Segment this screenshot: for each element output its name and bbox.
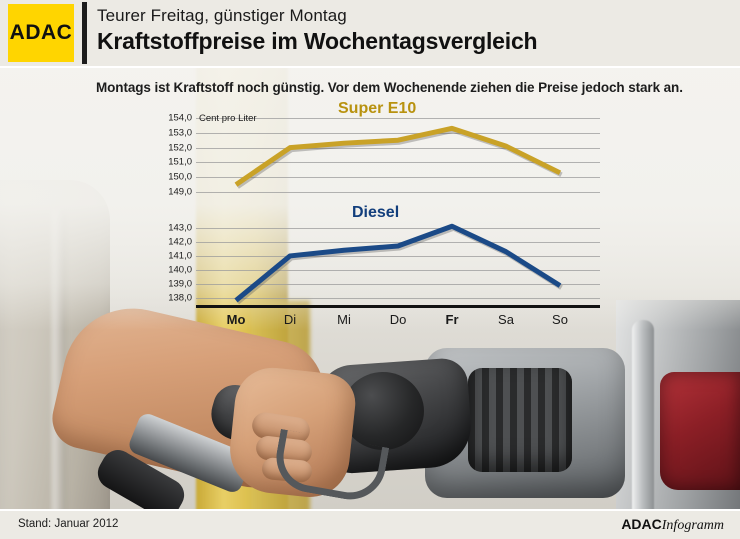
y-axis-unit-label: Cent pro Liter: [199, 113, 257, 124]
y-axis-tick-label: 153,0: [168, 127, 192, 139]
header-divider: [82, 2, 87, 64]
x-axis-label-so: So: [552, 312, 568, 327]
y-axis-tick-label: 152,0: [168, 142, 192, 154]
y-axis-tick-label: 142,0: [168, 236, 192, 248]
chart-gridline: [196, 298, 600, 300]
header-bar: ADAC Teurer Freitag, günstiger Montag Kr…: [0, 0, 740, 66]
photo-taillight: [660, 372, 740, 490]
x-axis-label-mi: Mi: [337, 312, 351, 327]
y-axis-tick-label: 154,0: [168, 112, 192, 124]
chart-series-line-shadow: [235, 225, 563, 305]
chart-gridline: [196, 118, 600, 119]
x-axis-label-fr: Fr: [445, 312, 459, 327]
x-axis-label-do: Do: [389, 312, 407, 327]
x-axis-label-sa: Sa: [498, 312, 514, 327]
series-title: Super E10: [338, 100, 417, 117]
chart-gridline: [196, 270, 600, 272]
chart-gridline: [196, 255, 600, 257]
chart-series-line: [234, 223, 563, 305]
header-rule: [0, 66, 740, 68]
photo-nozzle-knob: [342, 372, 424, 450]
x-axis-line: [196, 305, 600, 309]
y-axis-tick-label: 141,0: [168, 250, 192, 262]
chart-gridline: [196, 147, 600, 149]
chart-gridline: [196, 162, 600, 164]
chart-gridline: [196, 177, 600, 179]
footer-rule: [0, 509, 740, 511]
y-axis-tick-label: 150,0: [168, 171, 192, 183]
y-axis-tick-label: 151,0: [168, 156, 192, 168]
y-axis-tick-label: 143,0: [168, 222, 192, 234]
page-title: Kraftstoffpreise im Wochentagsvergleich: [97, 28, 538, 54]
subtitle-text: Montags ist Kraftstoff noch günstig. Vor…: [96, 80, 683, 95]
charts-container: 154,0 153,0 152,0 151,0 150,0 149,0 Cent pro L…: [0, 100, 740, 336]
chart-gridline: [196, 284, 600, 286]
photo-chrome-trim: [632, 320, 654, 530]
y-axis-tick-label: 140,0: [168, 264, 192, 276]
chart-gridline: [196, 227, 600, 229]
y-axis-tick-label: 149,0: [168, 186, 192, 198]
series-title: Diesel: [352, 204, 400, 221]
footer-brand-adac: ADAC: [621, 516, 662, 532]
x-axis-label-mo: Mo: [226, 312, 246, 327]
footer-brand: ADACInfogramm: [621, 516, 724, 534]
photo-nozzle-bellows: [468, 368, 572, 472]
chart-super-e10: 154,0 153,0 152,0 151,0 150,0 149,0 Cent pro L…: [0, 100, 740, 218]
x-axis-labels: Mo Di Mi Do Fr Sa So: [0, 312, 740, 336]
header-kicker: Teurer Freitag, günstiger Montag: [97, 6, 347, 25]
y-axis-tick-label: 139,0: [168, 278, 192, 290]
footer-brand-infogramm: Infogramm: [661, 518, 724, 533]
footer-stand: Stand: Januar 2012: [18, 518, 119, 530]
chart-gridline: [196, 192, 600, 194]
adac-logo: ADAC: [8, 4, 74, 62]
chart-series-line: [234, 125, 563, 189]
chart-diesel: 143,0 142,0 141,0 140,0 139,0 138,0 Diesel: [0, 204, 740, 324]
chart-gridline: [196, 241, 600, 243]
y-axis-tick-label: 138,0: [168, 292, 192, 304]
chart-gridline: [196, 132, 600, 134]
adac-logo-text: ADAC: [9, 21, 73, 44]
footer-bar: Stand: Januar 2012 ADACInfogramm: [0, 511, 740, 539]
x-axis-label-di: Di: [283, 312, 297, 327]
